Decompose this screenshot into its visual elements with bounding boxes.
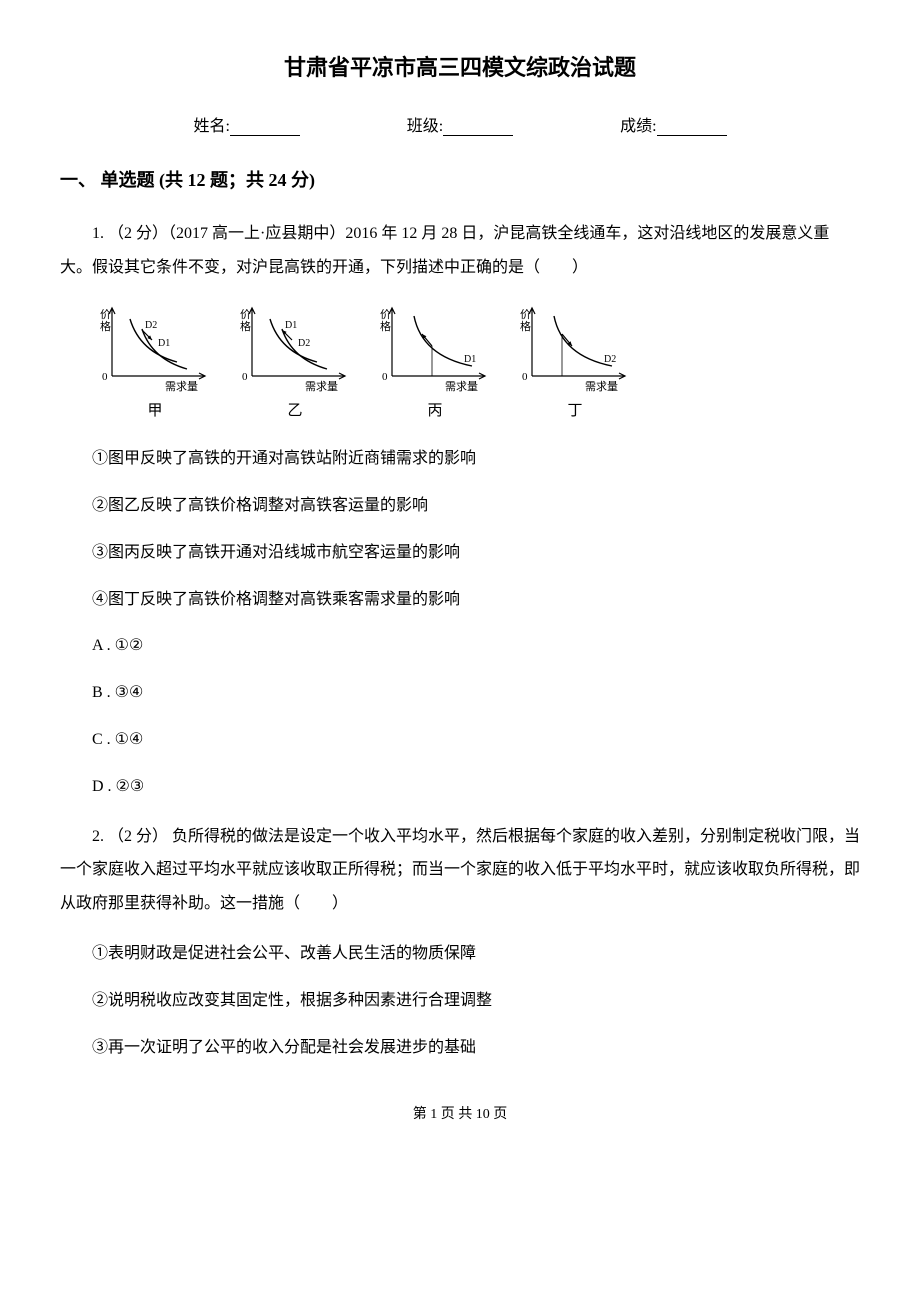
- svg-text:需求量: 需求量: [165, 380, 198, 393]
- q1-option-b: B . ③④: [60, 679, 860, 708]
- svg-text:D1: D1: [158, 338, 170, 349]
- svg-text:格: 格: [240, 319, 251, 333]
- chart-svg: 价格 0 需求量 D1: [380, 304, 490, 394]
- page-footer: 第 1 页 共 10 页: [60, 1103, 860, 1123]
- svg-text:0: 0: [242, 371, 248, 383]
- chart-乙: 价格 0 需求量 D1D2 乙: [240, 304, 350, 420]
- chart-svg: 价格 0 需求量 D1D2: [240, 304, 350, 394]
- chart-label: 乙: [287, 399, 302, 420]
- class-field: 班级:: [407, 112, 513, 136]
- chart-丁: 价格 0 需求量 D2 丁: [520, 304, 630, 420]
- class-label: 班级:: [407, 112, 443, 136]
- svg-text:价: 价: [100, 308, 111, 321]
- svg-text:格: 格: [380, 319, 391, 333]
- q1-statement: ①图甲反映了高铁的开通对高铁站附近商铺需求的影响: [60, 445, 860, 474]
- q1-option-d: D . ②③: [60, 773, 860, 802]
- svg-text:0: 0: [102, 371, 108, 383]
- page-title: 甘肃省平凉市高三四模文综政治试题: [60, 50, 860, 82]
- svg-text:格: 格: [100, 319, 111, 333]
- name-field: 姓名:: [193, 112, 299, 136]
- svg-text:价: 价: [520, 308, 531, 321]
- chart-label: 丙: [427, 399, 442, 420]
- svg-text:D2: D2: [604, 354, 616, 365]
- q2-statement: ③再一次证明了公平的收入分配是社会发展进步的基础: [60, 1034, 860, 1063]
- svg-text:需求量: 需求量: [305, 380, 338, 393]
- svg-text:D2: D2: [145, 320, 157, 331]
- chart-label: 丁: [567, 399, 582, 420]
- score-blank: [657, 117, 727, 136]
- svg-text:需求量: 需求量: [585, 380, 618, 393]
- chart-丙: 价格 0 需求量 D1 丙: [380, 304, 490, 420]
- chart-label: 甲: [147, 399, 162, 420]
- q2-statements: ①表明财政是促进社会公平、改善人民生活的物质保障 ②说明税收应改变其固定性，根据…: [60, 940, 860, 1062]
- q1-stem: 1. （2 分）（2017 高一上·应县期中）2016 年 12 月 28 日，…: [60, 217, 860, 284]
- q1-statement: ④图丁反映了高铁价格调整对高铁乘客需求量的影响: [60, 586, 860, 615]
- section-header: 一、 单选题 (共 12 题；共 24 分): [60, 166, 860, 192]
- q1-statement: ③图丙反映了高铁开通对沿线城市航空客运量的影响: [60, 539, 860, 568]
- chart-svg: 价格 0 需求量 D2: [520, 304, 630, 394]
- svg-text:价: 价: [380, 308, 391, 321]
- q1-statement: ②图乙反映了高铁价格调整对高铁客运量的影响: [60, 492, 860, 521]
- name-label: 姓名:: [193, 112, 229, 136]
- q1-statements: ①图甲反映了高铁的开通对高铁站附近商铺需求的影响 ②图乙反映了高铁价格调整对高铁…: [60, 445, 860, 614]
- svg-text:D2: D2: [298, 338, 310, 349]
- svg-text:需求量: 需求量: [445, 380, 478, 393]
- q1-charts: 价格0需求量D2D1甲价格0需求量D1D2乙价格0需求量D1丙价格0需求量D2丁: [100, 304, 860, 420]
- chart-甲: 价格 0 需求量 D2D1 甲: [100, 304, 210, 420]
- q2-stem: 2. （2 分） 负所得税的做法是设定一个收入平均水平，然后根据每个家庭的收入差…: [60, 820, 860, 921]
- class-blank: [443, 117, 513, 136]
- name-blank: [230, 117, 300, 136]
- q1-option-c: C . ①④: [60, 726, 860, 755]
- student-info-row: 姓名: 班级: 成绩:: [60, 112, 860, 136]
- q2-statement: ②说明税收应改变其固定性，根据多种因素进行合理调整: [60, 987, 860, 1016]
- score-label: 成绩:: [620, 112, 656, 136]
- q2-statement: ①表明财政是促进社会公平、改善人民生活的物质保障: [60, 940, 860, 969]
- svg-text:价: 价: [240, 308, 251, 321]
- svg-text:0: 0: [382, 371, 388, 383]
- chart-svg: 价格 0 需求量 D2D1: [100, 304, 210, 394]
- q1-options: A . ①② B . ③④ C . ①④ D . ②③: [60, 632, 860, 801]
- svg-text:D1: D1: [464, 354, 476, 365]
- svg-text:格: 格: [520, 319, 531, 333]
- score-field: 成绩:: [620, 112, 726, 136]
- svg-text:D1: D1: [285, 320, 297, 331]
- q1-option-a: A . ①②: [60, 632, 860, 661]
- svg-text:0: 0: [522, 371, 528, 383]
